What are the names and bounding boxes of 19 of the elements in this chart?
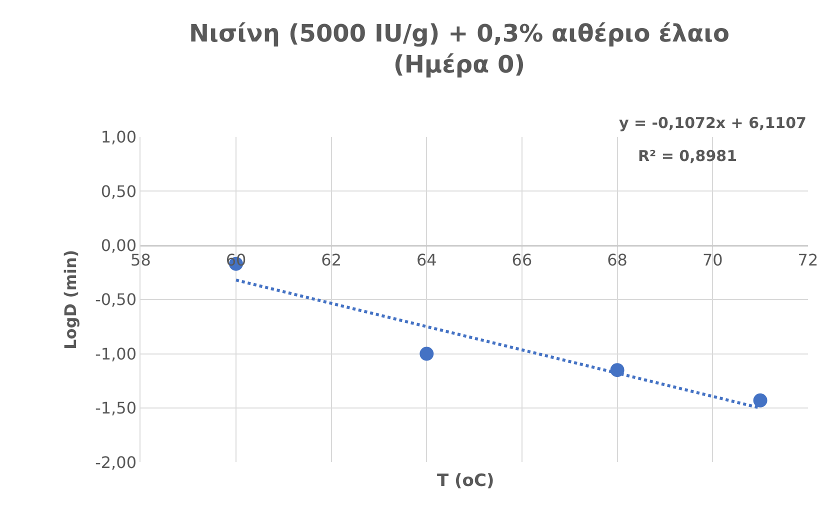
x-tick-label: 68 [607, 250, 628, 270]
y-tick-label: 0,50 [100, 182, 136, 201]
y-axis-title: LogD (min) [60, 250, 80, 350]
y-tick-label: -0,50 [95, 290, 136, 310]
y-tick-label: -1,50 [95, 398, 136, 418]
y-tick-label: -1,00 [95, 344, 136, 364]
x-axis-title: T (oC) [437, 471, 494, 491]
y-tick-label: 1,00 [100, 128, 136, 147]
text: y = -0,1072x + 6,1107 [619, 114, 806, 132]
x-tick-label: 64 [416, 250, 437, 270]
x-tick-label: 72 [798, 250, 818, 270]
chart-title: Νισίνη (5000 IU/g) + 0,3% αιθέριο έλαιο (Ημέρα 0) [189, 19, 730, 79]
x-tick-label: 66 [512, 250, 532, 270]
annotation: R² = 0,8981 [638, 147, 738, 165]
x-tick-label: 70 [702, 250, 723, 270]
y-tick-label: -2,00 [95, 452, 136, 472]
x-tick-label: 62 [321, 250, 342, 270]
point [753, 393, 768, 408]
point [420, 346, 434, 361]
